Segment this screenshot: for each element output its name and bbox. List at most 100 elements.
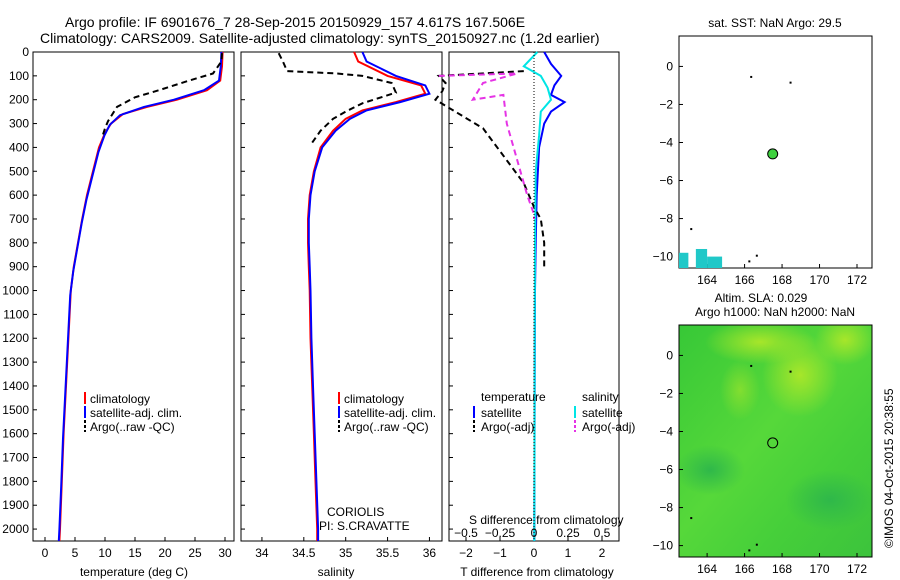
series-line-argo-raw-qc- [101, 53, 223, 139]
legend-label-climatology: climatology [344, 392, 404, 406]
data-centre-label: CORIOLIS [327, 505, 384, 519]
y-tick-label: 800 [9, 236, 29, 250]
sla-map: 164 166 168 170 172 0 −2 −4 −6 −8 −10 [653, 348, 868, 576]
y-tick-label: −2 [659, 97, 673, 111]
s-tick-label: 0.25 [556, 526, 580, 540]
pi-label: PI: S.CRAVATTE [319, 519, 410, 533]
x-tick-label: 0 [42, 546, 49, 560]
legend-label-climatology: climatology [90, 392, 150, 406]
x-tick-label: 35.5 [376, 546, 400, 560]
header-line2: Climatology: CARS2009. Satellite-adjuste… [40, 30, 600, 46]
x-tick-label: 0 [531, 546, 538, 560]
difference-legend: temperature salinity satellite Argo(-adj… [473, 390, 635, 434]
salinity-legend: climatology satellite-adj. clim. Argo(..… [338, 392, 436, 434]
y-tick-label: −8 [659, 501, 673, 515]
y-tick-label: −4 [659, 135, 673, 149]
y-tick-label: 2000 [2, 522, 29, 536]
temperature-axis-label: temperature (deg C) [80, 565, 188, 579]
sst-coastal-patch [695, 248, 708, 268]
y-tick-label: 300 [9, 117, 29, 131]
y-tick-label: 1500 [2, 403, 29, 417]
island-dot [690, 517, 693, 520]
s-tick-label: −0.25 [485, 526, 516, 540]
x-tick-label: 25 [188, 546, 202, 560]
t-difference-axis-label: T difference from climatology [460, 565, 614, 579]
y-tick-label: −2 [659, 386, 673, 400]
island-dot [755, 543, 758, 546]
legend-label-sal-satellite: satellite [582, 406, 623, 420]
y-tick-label: 0 [22, 45, 29, 59]
argo-position-marker [767, 148, 779, 160]
y-tick-label: 100 [9, 69, 29, 83]
island-dot [748, 549, 751, 552]
y-tick-label: 1100 [3, 307, 29, 321]
y-tick-label: −6 [659, 174, 673, 188]
argo-position-marker [767, 437, 779, 449]
x-tick-label: −1 [493, 546, 507, 560]
series-line-satellite-adj-clim- [307, 51, 431, 541]
x-tick-label: 35 [339, 546, 353, 560]
x-tick-label: 164 [697, 273, 717, 287]
x-tick-label: 172 [847, 562, 867, 576]
legend-label-temp-satellite: satellite [481, 406, 522, 420]
x-tick-label: 170 [810, 273, 830, 287]
x-tick-label: 15 [128, 546, 142, 560]
sla-map-features [679, 325, 872, 530]
x-tick-label: 5 [72, 546, 79, 560]
y-tick-label: 1200 [2, 331, 29, 345]
x-tick-label: 2 [599, 546, 606, 560]
x-tick-label: 170 [810, 562, 830, 576]
island-dot [748, 260, 751, 263]
legend-label-argo: Argo(..raw -QC) [90, 420, 175, 434]
x-tick-label: 10 [98, 546, 112, 560]
y-tick-label: 1600 [2, 427, 29, 441]
legend-label-argo: Argo(..raw -QC) [344, 420, 429, 434]
island-dot [789, 81, 792, 84]
legend-label-temp-argo: Argo(-adj) [481, 420, 534, 434]
sst-map-title: sat. SST: NaN Argo: 29.5 [708, 16, 842, 30]
y-tick-label: 200 [9, 93, 29, 107]
legend-label-satellite: satellite-adj. clim. [344, 406, 436, 420]
s-difference-axis-label: S difference from climatology [469, 513, 624, 527]
sst-map: 164 166 168 170 172 0 −2 −4 −6 −8 −10 [653, 59, 868, 287]
island-dot [750, 75, 753, 78]
sla-map-title-line2: Argo h1000: NaN h2000: NaN [695, 305, 855, 319]
x-tick-label: 172 [847, 273, 867, 287]
salinity-panel-frame [240, 51, 443, 542]
legend-header-salinity: salinity [582, 390, 619, 404]
x-tick-label: 1 [565, 546, 572, 560]
island-dot [789, 370, 792, 373]
y-tick-label: 400 [9, 140, 29, 154]
y-tick-label: 1400 [2, 379, 29, 393]
footer-credit: ©IMOS 04-Oct-2015 20:38:55 [882, 388, 896, 548]
x-tick-label: 30 [218, 546, 232, 560]
island-dot [690, 228, 693, 231]
y-tick-label: 1800 [2, 474, 29, 488]
series-line-temperature-argo-adj- [433, 70, 546, 267]
x-tick-label: 168 [772, 273, 792, 287]
temperature-panel-frame [32, 51, 235, 542]
salinity-panel: 34 34.5 35 35.5 36 [241, 51, 436, 560]
series-line-satellite-adj-clim- [57, 51, 223, 542]
x-tick-label: 20 [158, 546, 172, 560]
legend-label-sal-argo: Argo(-adj) [582, 420, 635, 434]
s-tick-label: 0 [531, 526, 538, 540]
s-tick-label: −0.5 [454, 526, 478, 540]
y-tick-label: 500 [9, 164, 29, 178]
y-tick-label: 900 [9, 260, 29, 274]
y-tick-label: 0 [666, 348, 673, 362]
sst-coastal-patch [707, 256, 723, 268]
y-tick-label: 0 [666, 59, 673, 73]
x-tick-label: 34.5 [292, 546, 316, 560]
sla-map-frame [678, 324, 873, 558]
y-tick-label: −10 [653, 250, 674, 264]
x-tick-label: 168 [772, 562, 792, 576]
y-tick-label: 1000 [2, 284, 29, 298]
temperature-legend: climatology satellite-adj. clim. Argo(..… [84, 392, 182, 434]
series-line-salinity-argo-adj- [438, 72, 535, 219]
x-tick-label: 166 [735, 562, 755, 576]
y-tick-label: 1900 [2, 498, 29, 512]
y-tick-label: 700 [9, 212, 29, 226]
legend-label-satellite: satellite-adj. clim. [90, 406, 182, 420]
